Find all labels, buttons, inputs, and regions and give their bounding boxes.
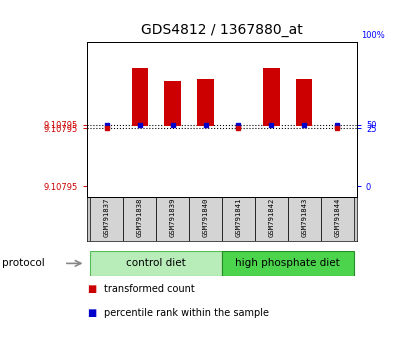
Text: GSM791840: GSM791840 [203, 198, 209, 238]
Bar [132, 68, 148, 126]
Bar [90, 251, 222, 276]
Bar [164, 81, 181, 126]
Bar [156, 197, 189, 241]
Text: control diet: control diet [126, 258, 186, 268]
Text: ■: ■ [87, 284, 96, 293]
Bar [189, 197, 222, 241]
Bar [296, 80, 312, 126]
Text: GSM791844: GSM791844 [334, 198, 340, 238]
Bar [90, 197, 123, 241]
Bar [255, 197, 288, 241]
Bar [321, 197, 354, 241]
Text: GDS4812 / 1367880_at: GDS4812 / 1367880_at [141, 23, 303, 37]
Text: percentile rank within the sample: percentile rank within the sample [104, 308, 269, 318]
Text: GSM791841: GSM791841 [235, 198, 242, 238]
Text: GSM791837: GSM791837 [104, 198, 110, 238]
Text: protocol: protocol [2, 258, 45, 268]
Bar [198, 80, 214, 126]
Text: ■: ■ [87, 308, 96, 318]
Bar [263, 68, 280, 126]
Text: high phosphate diet: high phosphate diet [235, 258, 340, 268]
Text: GSM791842: GSM791842 [269, 198, 274, 238]
Text: GSM791843: GSM791843 [301, 198, 307, 238]
Bar [222, 197, 255, 241]
Bar [288, 197, 321, 241]
Bar [222, 251, 354, 276]
Text: GSM791839: GSM791839 [170, 198, 176, 238]
Text: 100%: 100% [361, 31, 385, 40]
Text: transformed count: transformed count [104, 284, 195, 293]
Text: GSM791838: GSM791838 [137, 198, 143, 238]
Bar [123, 197, 156, 241]
